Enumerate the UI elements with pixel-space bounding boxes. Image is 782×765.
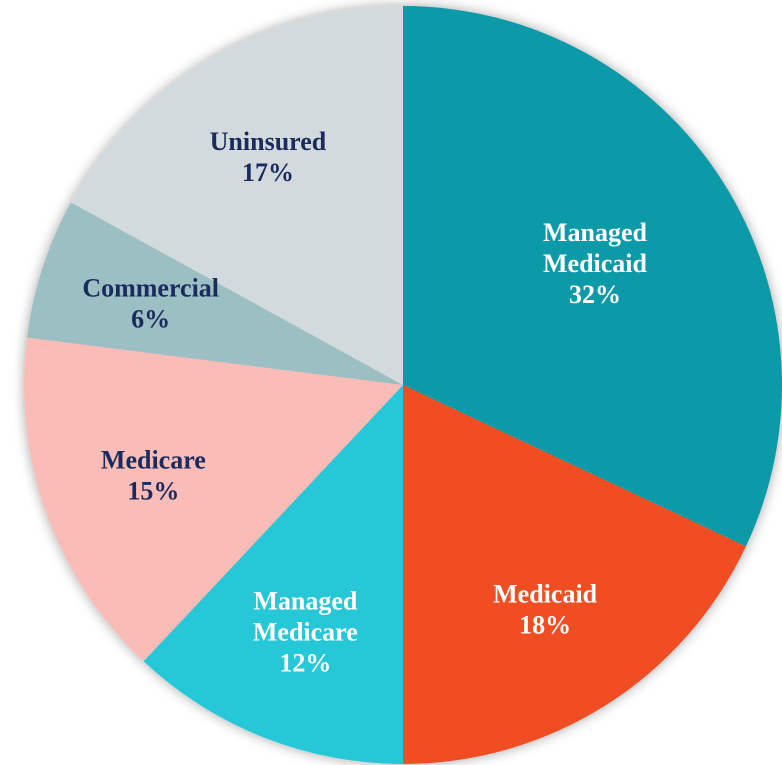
value-label: 12%	[279, 649, 331, 678]
category-line: Commercial	[82, 274, 219, 303]
slice-label: Medicare 15%	[101, 445, 206, 505]
category-line: Managed	[253, 587, 358, 616]
pie	[23, 6, 782, 764]
category-label: Medicare	[101, 445, 206, 474]
category-line: Medicaid	[543, 249, 648, 278]
category-line: Managed	[543, 218, 648, 247]
slice	[403, 6, 782, 547]
category-line: Medicare	[253, 618, 358, 647]
slice-label: Medicaid 18%	[493, 580, 598, 640]
slice	[26, 202, 404, 385]
value-label: 18%	[519, 611, 571, 640]
category-line: Medicaid	[493, 580, 598, 609]
category-label: Managed Medicaid	[543, 218, 648, 278]
slice	[143, 385, 403, 764]
slice	[70, 6, 404, 385]
category-label: Commercial	[82, 274, 219, 303]
slice-label: Uninsured 17%	[210, 127, 327, 187]
value-label: 15%	[127, 476, 179, 505]
value-label: 6%	[131, 305, 170, 334]
labels: Managed Medicaid 32%Medicaid 18%Managed Medi…	[82, 127, 647, 678]
category-label: Uninsured	[210, 127, 327, 156]
category-line: Medicare	[101, 445, 206, 474]
value-label: 17%	[242, 158, 294, 187]
category-label: Managed Medicare	[253, 587, 358, 647]
slice-label: Managed Medicare 12%	[253, 587, 358, 678]
slice	[23, 337, 403, 662]
slice-label: Commercial 6%	[82, 274, 219, 334]
slice-label: Managed Medicaid 32%	[543, 218, 648, 309]
category-label: Medicaid	[493, 580, 598, 609]
category-line: Uninsured	[210, 127, 327, 156]
slice	[403, 385, 746, 764]
value-label: 32%	[569, 280, 621, 309]
